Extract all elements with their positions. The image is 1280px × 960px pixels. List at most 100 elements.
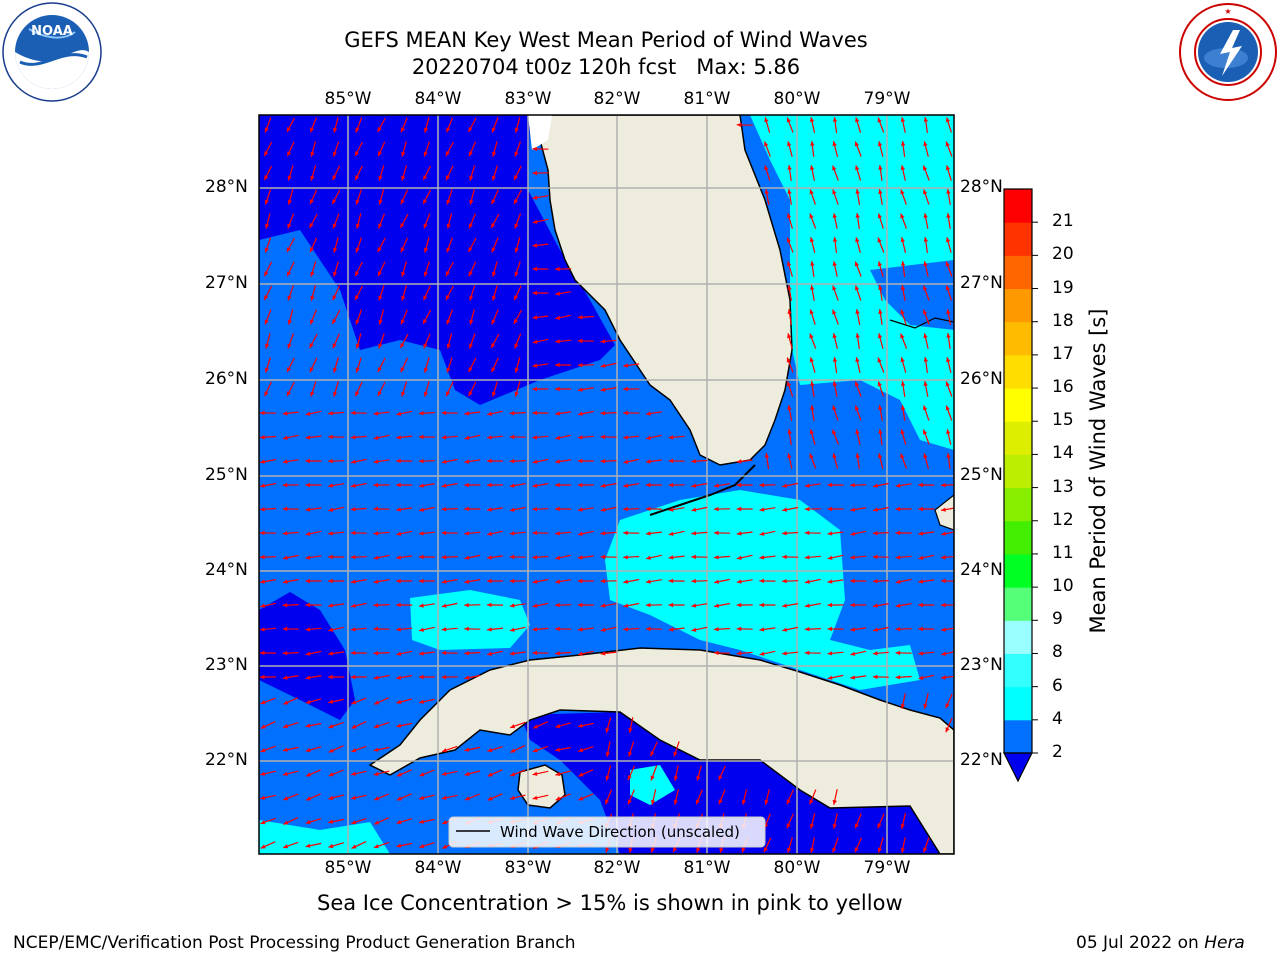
- wind-wave-arrowhead: [464, 531, 469, 536]
- wind-wave-arrowhead: [623, 555, 628, 560]
- wind-wave-arrowhead: [373, 531, 379, 536]
- wind-wave-arrowhead: [736, 459, 742, 464]
- wind-wave-arrowhead: [623, 435, 628, 440]
- wind-wave-arrows: [259, 117, 954, 853]
- wind-wave-arrowhead: [260, 820, 266, 825]
- nws-logo: ★: [1178, 2, 1278, 102]
- wind-wave-arrowhead: [918, 651, 924, 656]
- wind-wave-arrowhead: [374, 820, 380, 825]
- wind-wave-arrowhead: [305, 435, 311, 440]
- wind-wave-arrowhead: [946, 357, 951, 363]
- wind-wave-arrowhead: [855, 237, 860, 243]
- wind-wave-arrowhead: [423, 391, 428, 397]
- wind-wave-arrowhead: [832, 847, 837, 853]
- wind-wave-arrowhead: [900, 165, 905, 170]
- wind-wave-arrowhead: [513, 319, 518, 324]
- longitude-label-top: 80°W: [773, 89, 821, 109]
- wind-wave-arrowhead: [668, 507, 674, 512]
- wind-wave-arrowhead: [468, 367, 473, 373]
- wind-wave-arrowhead: [305, 555, 311, 560]
- wind-wave-arrowhead: [282, 531, 288, 536]
- longitude-label-bottom: 79°W: [863, 858, 911, 878]
- wind-wave-arrowhead: [877, 213, 882, 219]
- wind-wave-arrowhead: [600, 507, 606, 512]
- wind-wave-arrowhead: [509, 434, 515, 440]
- wind-wave-arrowhead: [577, 315, 583, 320]
- wind-wave-arrowhead: [827, 579, 833, 584]
- wind-wave-arrowhead: [264, 199, 269, 205]
- wind-wave-arrowhead: [923, 213, 928, 218]
- wind-wave-arrowhead: [487, 531, 492, 536]
- wind-wave-arrowhead: [719, 848, 724, 853]
- wind-wave-arrowhead: [895, 627, 901, 632]
- wind-wave-arrowhead: [714, 483, 719, 488]
- wind-wave-arrowhead: [373, 771, 379, 776]
- wind-wave-arrowhead: [464, 579, 470, 584]
- wind-wave-arrowhead: [373, 459, 379, 464]
- wind-wave-arrowhead: [423, 367, 428, 373]
- wind-wave-arrowhead: [328, 772, 334, 777]
- wind-wave-arrowhead: [400, 127, 405, 133]
- wind-wave-arrowhead: [605, 847, 610, 853]
- wind-wave-arrowhead: [577, 627, 583, 632]
- wind-wave-arrowhead: [787, 261, 792, 267]
- wind-wave-arrowhead: [532, 363, 538, 368]
- wind-wave-arrowhead: [923, 405, 928, 411]
- wind-wave-arrowhead: [260, 459, 265, 464]
- wind-wave-arrowhead: [441, 674, 447, 680]
- wind-wave-arrowhead: [736, 531, 742, 536]
- wind-wave-arrowhead: [855, 285, 860, 291]
- wind-wave-arrowhead: [310, 247, 314, 253]
- colorbar-segment: [1004, 454, 1032, 489]
- wind-wave-arrowhead: [332, 295, 337, 301]
- wind-wave-arrowhead: [736, 626, 742, 632]
- wind-wave-arrowhead: [305, 699, 311, 704]
- wind-wave-arrowhead: [396, 531, 402, 536]
- wind-wave-arrowhead: [650, 775, 655, 781]
- wind-wave-arrowhead: [510, 748, 516, 753]
- wind-wave-arrowhead: [328, 554, 333, 560]
- wind-wave-arrowhead: [741, 847, 746, 853]
- longitude-label-bottom: 80°W: [773, 858, 821, 878]
- wind-wave-arrowhead: [764, 189, 769, 194]
- wind-wave-arrowhead: [918, 506, 923, 512]
- wind-wave-arrowhead: [555, 339, 560, 344]
- wind-wave-arrowhead: [900, 453, 905, 459]
- wind-wave-arrowhead: [260, 795, 265, 800]
- wind-wave-arrowhead: [509, 795, 515, 800]
- wind-wave-arrowhead: [264, 367, 269, 373]
- wind-wave-arrowhead: [854, 141, 859, 147]
- wind-wave-arrowhead: [900, 237, 905, 243]
- wind-wave-arrowhead: [918, 555, 924, 560]
- wind-wave-arrowhead: [532, 483, 538, 488]
- wind-wave-arrowhead: [555, 411, 560, 416]
- latitude-label-right: 24°N: [960, 560, 1003, 580]
- wind-wave-arrowhead: [895, 603, 901, 608]
- wind-wave-arrowhead: [555, 771, 561, 776]
- wind-wave-arrowhead: [555, 602, 560, 608]
- land-bahamas: [934, 494, 954, 531]
- wind-wave-arrowhead: [691, 627, 697, 632]
- wind-wave-arrowhead: [423, 247, 429, 253]
- wind-wave-arrowhead: [265, 343, 270, 349]
- wind-wave-arrowhead: [945, 703, 950, 709]
- wind-wave-arrowhead: [509, 627, 515, 632]
- colorbar-tick-label: 21: [1052, 211, 1074, 232]
- wind-wave-arrowhead: [605, 775, 610, 781]
- wind-wave-arrowhead: [895, 530, 901, 536]
- wind-wave-arrowhead: [850, 602, 855, 608]
- wind-wave-arrowhead: [650, 847, 655, 853]
- wind-wave-arrowhead: [287, 319, 292, 325]
- wind-wave-arrowhead: [877, 357, 882, 363]
- wind-wave-arrowhead: [283, 820, 289, 825]
- colorbar-tick-label: 8: [1052, 642, 1063, 663]
- wind-wave-arrowhead: [787, 285, 792, 290]
- wind-wave-arrowhead: [736, 555, 742, 560]
- wind-wave-arrowhead: [900, 405, 906, 410]
- colorbar-segment: [1004, 189, 1032, 223]
- wind-wave-arrowhead: [355, 223, 360, 229]
- wind-wave-arrowhead: [696, 775, 701, 781]
- wind-wave-arrowhead: [850, 675, 855, 680]
- wind-wave-arrowhead: [260, 554, 265, 560]
- wind-wave-arrowhead: [306, 772, 312, 777]
